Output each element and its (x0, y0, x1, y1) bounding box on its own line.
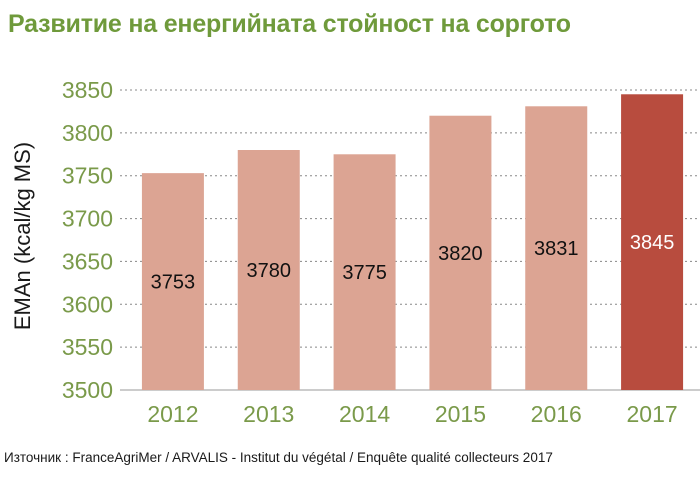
x-tick-label: 2012 (147, 401, 198, 427)
bar-2012 (141, 173, 204, 390)
data-label: 3775 (342, 262, 387, 284)
y-axis-ticks: 3500 3550 3600 3650 3700 3750 3800 3850 (62, 77, 113, 403)
x-tick-label: 2013 (243, 401, 294, 427)
data-labels: 3753 3780 3775 3820 3831 3845 (151, 232, 675, 293)
source-note: Източник : FranceAgriMer / ARVALIS - Ins… (4, 450, 553, 465)
bars (141, 94, 684, 391)
y-tick-label: 3850 (62, 77, 113, 103)
x-tick-label: 2015 (435, 401, 486, 427)
y-tick-label: 3550 (62, 334, 113, 360)
data-label: 3780 (247, 260, 292, 282)
y-axis-label: EMAn (kcal/kg MS) (10, 142, 35, 330)
data-label: 3831 (534, 238, 579, 260)
y-tick-label: 3750 (62, 163, 113, 189)
chart-title: Развитие на енергийната стойност на сорг… (8, 10, 571, 38)
bar-2014 (333, 154, 396, 390)
y-tick-label: 3800 (62, 120, 113, 146)
bar-2016 (525, 106, 588, 391)
y-tick-label: 3650 (62, 248, 113, 274)
x-tick-label: 2014 (339, 401, 390, 427)
y-tick-label: 3700 (62, 206, 113, 232)
x-axis-ticks: 2012 2013 2014 2015 2016 2017 (147, 401, 677, 427)
x-tick-label: 2016 (531, 401, 582, 427)
bar-2015 (429, 115, 492, 390)
data-label: 3753 (151, 272, 196, 294)
gridlines (120, 89, 700, 391)
y-tick-label: 3500 (62, 377, 113, 403)
bar-2013 (237, 150, 300, 390)
x-tick-label: 2017 (626, 401, 677, 427)
y-tick-label: 3600 (62, 291, 113, 317)
data-label: 3845 (630, 232, 675, 254)
bar-2017 (621, 94, 684, 391)
data-label: 3820 (438, 243, 483, 265)
